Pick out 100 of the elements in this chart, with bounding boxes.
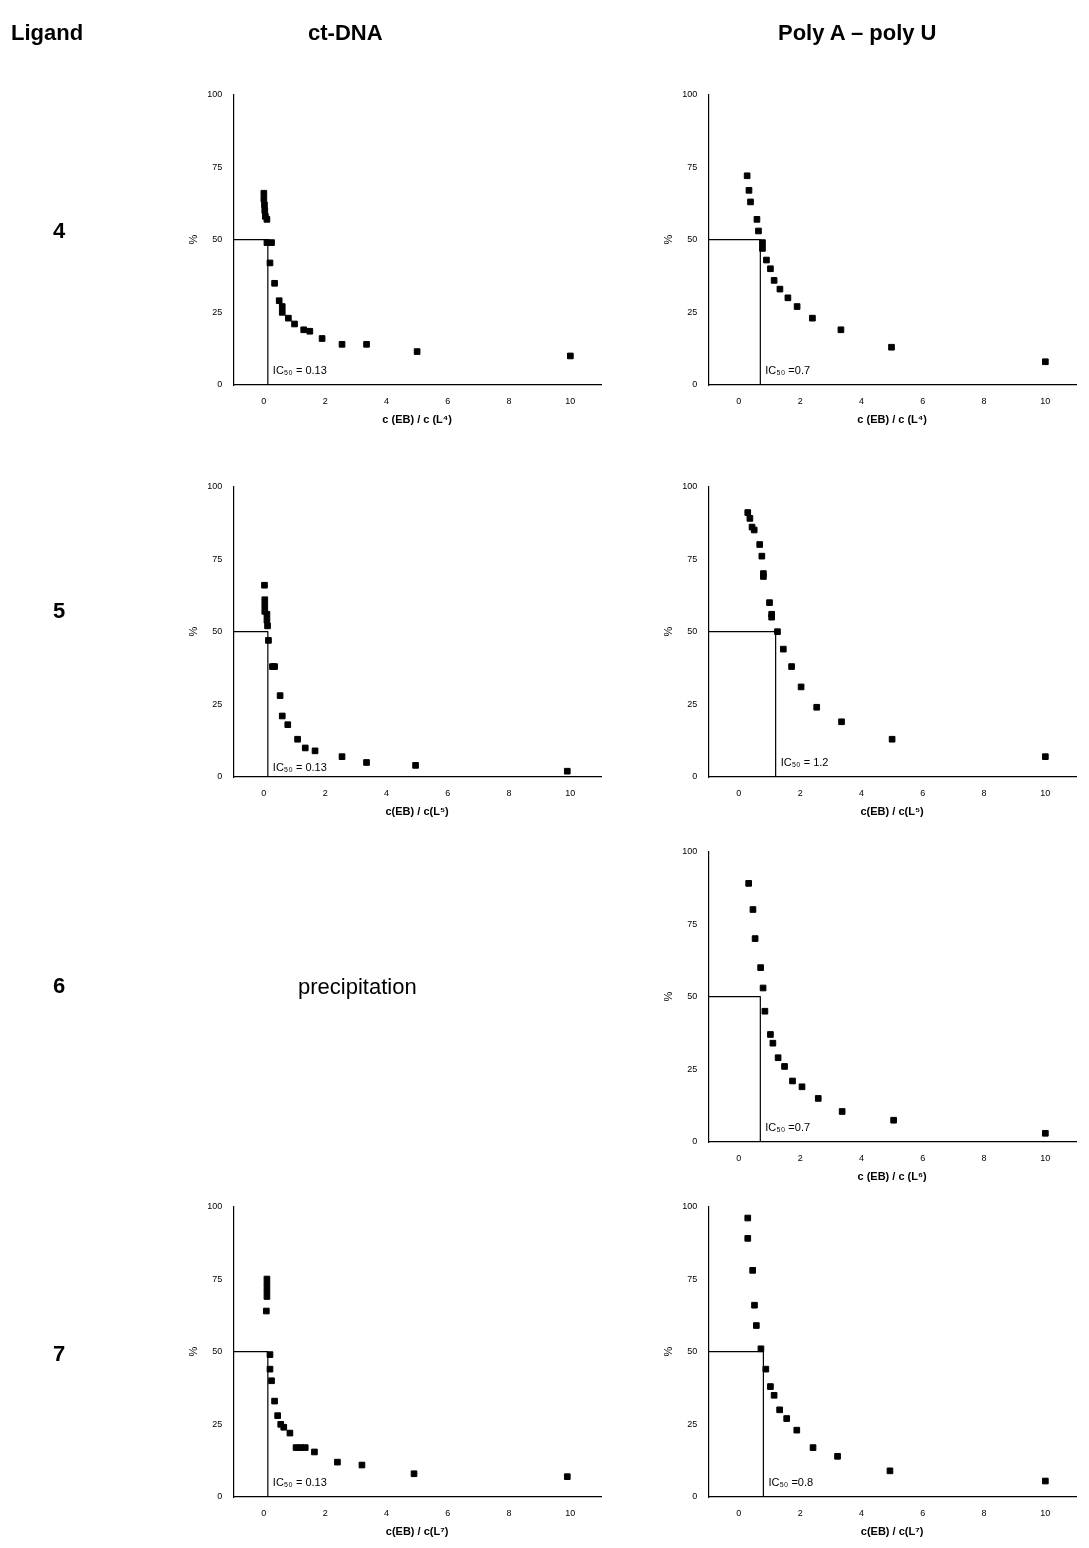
- annotation: IC₅₀ = 0.13: [272, 1475, 327, 1488]
- x-tick-label: 0: [261, 395, 267, 406]
- y-tick-label: 25: [212, 698, 223, 709]
- y-tick-label: 50: [687, 1346, 698, 1357]
- y-axis-title: %: [661, 1346, 674, 1357]
- y-tick-label: 75: [687, 161, 698, 172]
- x-tick-label: 2: [797, 1507, 803, 1518]
- x-tick-label: 10: [1040, 1507, 1051, 1518]
- x-tick-label: 8: [981, 787, 987, 798]
- x-tick-label: 10: [1040, 787, 1051, 798]
- y-tick-label: 50: [687, 234, 698, 245]
- x-tick-label: 2: [322, 1507, 328, 1518]
- x-axis-title: c(EB) / c(L⁵): [860, 805, 925, 818]
- y-tick-label: 0: [692, 1491, 698, 1502]
- y-tick-label: 75: [687, 553, 698, 564]
- annotation: IC₅₀ = 1.2: [780, 755, 829, 768]
- text: precipitation: [298, 974, 417, 1000]
- x-tick-label: 0: [261, 1507, 267, 1518]
- x-tick-label: 4: [383, 1507, 389, 1518]
- x-axis-title: c(EB) / c(L⁵): [385, 805, 450, 818]
- text: Ligand: [11, 20, 84, 46]
- y-tick-label: 50: [212, 234, 223, 245]
- x-tick-label: 6: [920, 787, 926, 798]
- x-tick-label: 0: [261, 787, 267, 798]
- text: ct-DNA: [308, 20, 383, 46]
- y-tick-label: 100: [682, 1200, 698, 1211]
- x-axis-title: c(EB) / c(L⁷): [385, 1525, 449, 1538]
- x-tick-label: 10: [1040, 1152, 1051, 1163]
- x-tick-label: 6: [920, 1507, 926, 1518]
- y-tick-label: 25: [212, 1418, 223, 1429]
- text: 5: [53, 598, 66, 624]
- y-tick-label: 50: [687, 991, 698, 1002]
- y-axis-title: %: [186, 234, 199, 245]
- y-tick-label: 100: [207, 88, 223, 99]
- y-tick-label: 25: [687, 698, 698, 709]
- annotation: IC₅₀ = 0.13: [272, 363, 327, 376]
- x-tick-label: 4: [383, 395, 389, 406]
- y-tick-label: 0: [692, 1136, 698, 1147]
- x-axis-title: c(EB) / c(L⁷): [860, 1525, 924, 1538]
- x-tick-label: 2: [322, 395, 328, 406]
- text: 7: [53, 1341, 66, 1367]
- x-tick-label: 2: [797, 787, 803, 798]
- x-tick-label: 0: [736, 1507, 742, 1518]
- x-tick-label: 6: [920, 1152, 926, 1163]
- annotation: IC₅₀ =0.8: [768, 1475, 814, 1488]
- y-tick-label: 75: [687, 918, 698, 929]
- text: 6: [53, 973, 66, 999]
- x-tick-label: 4: [858, 787, 864, 798]
- x-tick-label: 2: [322, 787, 328, 798]
- y-tick-label: 75: [212, 1273, 223, 1284]
- x-tick-label: 10: [1040, 395, 1051, 406]
- x-tick-label: 10: [565, 395, 576, 406]
- x-tick-label: 4: [858, 1152, 864, 1163]
- x-tick-label: 4: [858, 395, 864, 406]
- x-tick-label: 8: [981, 1152, 987, 1163]
- y-tick-label: 75: [687, 1273, 698, 1284]
- x-axis-title: c (EB) / c (L⁶): [857, 1170, 928, 1183]
- x-tick-label: 6: [445, 787, 451, 798]
- y-axis-title: %: [661, 626, 674, 637]
- x-tick-label: 4: [858, 1507, 864, 1518]
- text: 4: [53, 218, 66, 244]
- annotation: IC₅₀ = 0.13: [272, 761, 327, 774]
- annotation: IC₅₀ =0.7: [765, 1120, 811, 1133]
- x-axis-title: c (EB) / c (L⁴): [857, 413, 928, 426]
- x-tick-label: 8: [981, 395, 987, 406]
- y-axis-title: %: [186, 1346, 199, 1357]
- y-tick-label: 25: [687, 306, 698, 317]
- y-tick-label: 25: [212, 306, 223, 317]
- x-tick-label: 8: [506, 395, 512, 406]
- y-tick-label: 50: [212, 1346, 223, 1357]
- text: Poly A – poly U: [778, 20, 937, 46]
- x-tick-label: 10: [565, 1507, 576, 1518]
- x-tick-label: 2: [797, 395, 803, 406]
- y-tick-label: 0: [217, 1491, 223, 1502]
- x-tick-label: 6: [445, 395, 451, 406]
- y-tick-label: 100: [207, 480, 223, 491]
- x-tick-label: 0: [736, 1152, 742, 1163]
- y-tick-label: 0: [692, 379, 698, 390]
- x-tick-label: 8: [981, 1507, 987, 1518]
- y-tick-label: 100: [682, 88, 698, 99]
- y-tick-label: 25: [687, 1063, 698, 1074]
- y-tick-label: 0: [217, 379, 223, 390]
- y-tick-label: 50: [212, 626, 223, 637]
- y-tick-label: 75: [212, 553, 223, 564]
- y-axis-title: %: [661, 991, 674, 1002]
- x-tick-label: 0: [736, 787, 742, 798]
- y-axis-title: %: [186, 626, 199, 637]
- y-tick-label: 0: [692, 771, 698, 782]
- x-tick-label: 0: [736, 395, 742, 406]
- x-tick-label: 2: [797, 1152, 803, 1163]
- y-tick-label: 75: [212, 161, 223, 172]
- x-tick-label: 8: [506, 1507, 512, 1518]
- y-tick-label: 100: [682, 845, 698, 856]
- y-tick-label: 25: [687, 1418, 698, 1429]
- x-tick-label: 10: [565, 787, 576, 798]
- annotation: IC₅₀ =0.7: [765, 363, 811, 376]
- x-axis-title: c (EB) / c (L⁴): [382, 413, 453, 426]
- x-tick-label: 4: [383, 787, 389, 798]
- x-tick-label: 6: [920, 395, 926, 406]
- y-axis-title: %: [661, 234, 674, 245]
